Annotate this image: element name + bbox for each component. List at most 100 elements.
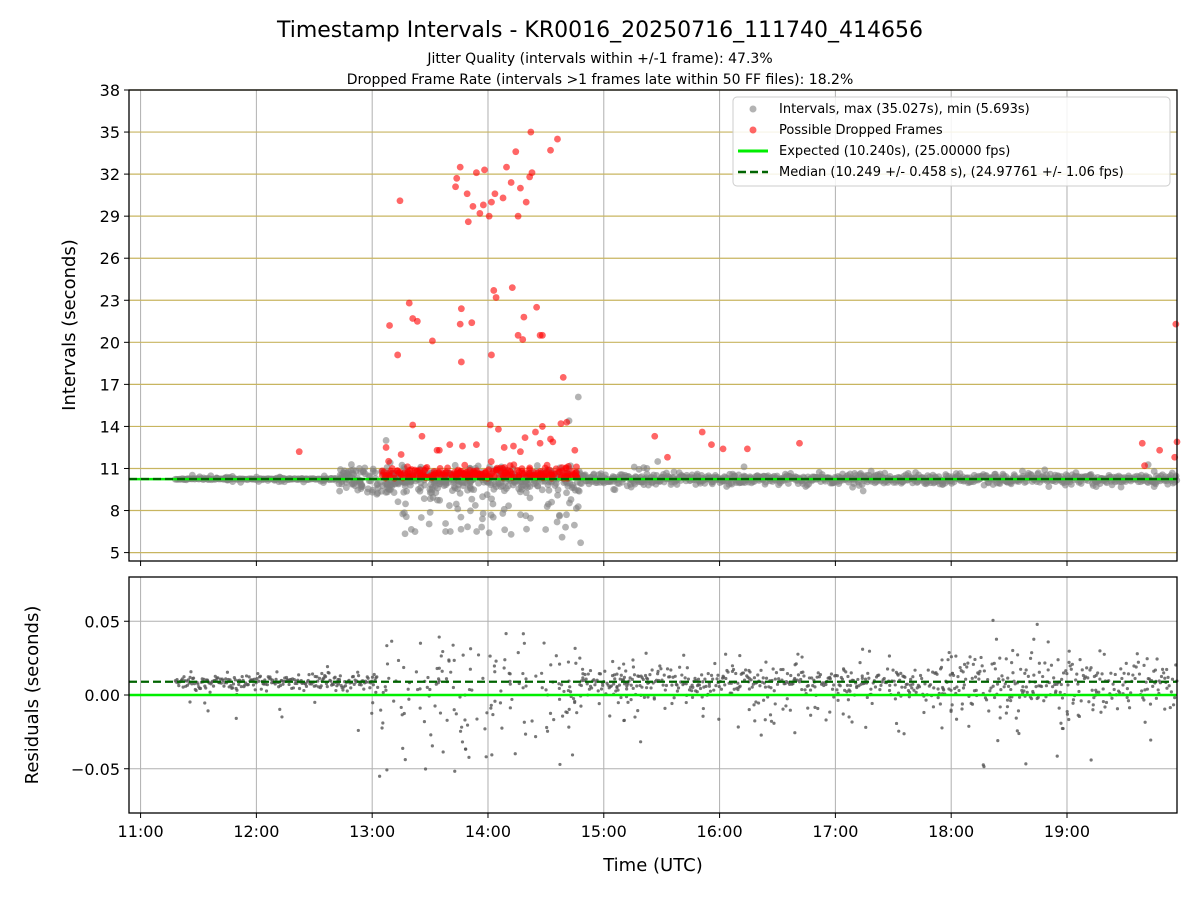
residual-point [1154,696,1158,700]
dropped-frame-point [539,331,546,339]
dropped-frame-point [719,445,727,453]
residual-point [758,684,762,688]
residual-point [1096,671,1100,675]
dropped-frame-point [397,451,405,458]
residual-point [180,677,184,681]
interval-point [627,483,635,491]
dropped-frame-point [521,434,529,442]
residual-point [1160,667,1165,671]
chart-subtitle-dropped: Dropped Frame Rate (intervals >1 frames … [347,72,854,88]
residual-point [799,677,803,682]
dropped-frame-point [563,418,571,426]
residual-point [331,682,335,687]
residual-point [949,655,953,659]
residual-point [744,668,748,672]
residual-point [1124,661,1128,666]
dropped-frame-point [461,461,469,469]
interval-point [446,502,453,509]
residual-point [1026,674,1030,678]
residual-point [912,688,916,692]
residual-point [554,654,558,658]
residual-point [1100,672,1104,676]
residual-point [715,677,719,681]
residual-point [696,677,701,681]
residual-point [684,700,688,705]
interval-point [859,487,867,495]
residual-point [275,670,279,674]
residual-point [764,676,769,680]
residual-point [1140,689,1144,693]
residual-point [956,675,960,679]
residual-point [926,668,930,672]
residuals-points [173,618,1179,778]
dropped-frame-point [485,212,493,220]
residual-point [1151,684,1155,688]
residual-point [936,687,940,691]
residual-point [458,729,463,733]
residual-point [510,697,514,702]
residual-point [840,677,845,681]
residual-point [1065,712,1070,716]
residual-point [502,666,506,670]
residual-point [828,675,832,679]
interval-point [463,480,471,487]
residual-point [622,718,626,723]
residual-point [1118,691,1122,695]
residual-point [711,677,715,681]
residual-point [530,719,534,723]
residual-point [809,713,813,717]
residual-point [1006,676,1010,680]
residual-point [244,674,249,678]
residual-point [598,672,603,676]
residual-point [274,677,278,681]
residual-point [399,705,403,710]
residual-point [703,677,707,681]
residual-point [440,669,444,673]
dropped-frame-point [536,439,544,447]
dropped-frame-point [453,174,461,182]
residual-point [1052,676,1056,680]
residual-point [1135,652,1139,656]
residual-point [401,746,405,750]
residual-point [256,671,260,676]
residual-point [773,677,777,681]
dropped-frame-point [430,468,438,475]
residual-point [771,667,775,671]
interval-point [556,511,563,519]
residual-point [1067,717,1071,722]
residual-point [1025,690,1029,694]
residual-point [1044,684,1049,688]
interval-point [347,461,355,468]
residual-point [549,663,553,667]
dropped-frame-point [533,303,541,311]
residual-point [1098,677,1102,681]
residual-point [559,683,564,687]
residual-point [523,732,528,736]
residual-point [1077,714,1081,719]
interval-point [635,465,643,473]
residual-point [991,684,995,688]
interval-point [563,489,570,497]
residual-point [1165,686,1169,690]
legend-frame [732,96,1171,187]
dropped-frame-point [1141,462,1148,470]
interval-point [640,481,648,488]
residual-point [444,677,449,681]
interval-point [473,528,481,535]
residual-point [806,684,810,688]
interval-point [425,520,433,528]
residual-point [773,702,777,706]
interval-point [374,480,381,488]
residual-point [320,671,324,676]
residual-point [233,678,237,682]
residual-point [426,675,430,680]
residual-point [714,684,718,688]
residual-point [701,680,705,684]
residual-point [673,674,677,678]
residual-point [721,674,725,678]
residual-point [359,683,363,687]
residual-point [690,683,694,687]
residual-point [189,670,193,674]
residual-point [663,706,667,710]
residual-point [333,675,337,679]
